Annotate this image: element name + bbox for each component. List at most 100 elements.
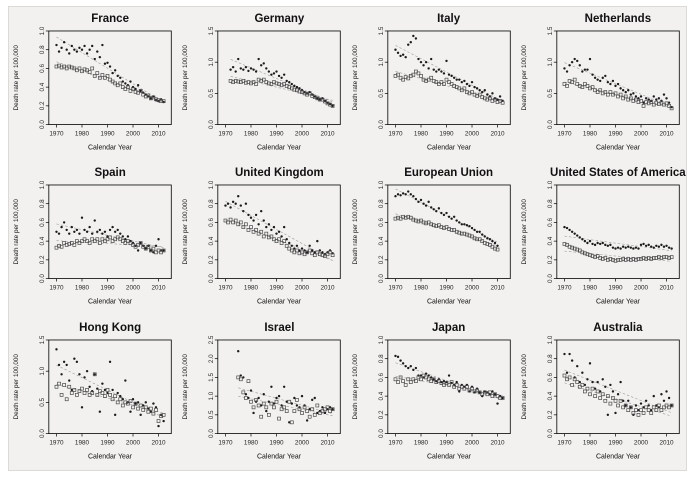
axis-ticks bbox=[553, 184, 667, 282]
svg-text:1.0: 1.0 bbox=[377, 57, 384, 66]
axis-ticks bbox=[384, 30, 498, 128]
chart-title: Australia bbox=[593, 321, 643, 334]
series1-points bbox=[224, 195, 335, 256]
series2-points bbox=[562, 373, 674, 417]
svg-text:2010: 2010 bbox=[659, 439, 674, 446]
svg-text:Death rate per 100,000: Death rate per 100,000 bbox=[182, 45, 189, 111]
scatter-plot: 1970 1980 1990 2000 2010 0.0 0.5 1.0 1.5 Calendar… bbox=[13, 336, 172, 460]
svg-text:2.5: 2.5 bbox=[208, 336, 215, 344]
svg-text:2000: 2000 bbox=[126, 439, 141, 446]
series2-points bbox=[54, 63, 166, 103]
svg-text:1970: 1970 bbox=[49, 285, 64, 292]
svg-text:2010: 2010 bbox=[321, 130, 336, 137]
chart-title: United States of America bbox=[550, 167, 686, 180]
tick-labels: 1970 1980 1990 2000 2010 0.0 0.2 0.4 0.6 0.8 1.0 bbox=[547, 181, 674, 292]
svg-text:0.6: 0.6 bbox=[377, 372, 384, 381]
svg-text:1.0: 1.0 bbox=[547, 57, 554, 66]
svg-text:0.2: 0.2 bbox=[547, 255, 554, 264]
svg-text:2.0: 2.0 bbox=[208, 353, 215, 362]
chart-panel-hong-kong: Hong Kong 1970 1980 1990 2000 2010 0.0 0.5 1.0 1… bbox=[9, 316, 178, 470]
series2-points bbox=[228, 77, 335, 108]
chart-title: Spain bbox=[94, 167, 126, 180]
axis-ticks bbox=[215, 184, 329, 282]
axis-ticks bbox=[215, 339, 329, 437]
svg-text:Calendar Year: Calendar Year bbox=[596, 144, 641, 151]
svg-text:1980: 1980 bbox=[583, 439, 598, 446]
axis-titles: Calendar Year Death rate per 100,000 bbox=[182, 199, 302, 306]
svg-text:1990: 1990 bbox=[270, 439, 285, 446]
plot-box bbox=[386, 184, 511, 280]
svg-text:1970: 1970 bbox=[388, 439, 403, 446]
svg-text:0.8: 0.8 bbox=[377, 199, 384, 208]
svg-text:1990: 1990 bbox=[270, 285, 285, 292]
scatter-plot: 1970 1980 1990 2000 2010 0.0 0.2 0.4 0.6 0.8 1.0 Ca… bbox=[351, 181, 511, 306]
axis-ticks bbox=[384, 339, 498, 437]
svg-text:Calendar Year: Calendar Year bbox=[427, 453, 472, 460]
svg-text:2010: 2010 bbox=[490, 130, 505, 137]
svg-text:1.0: 1.0 bbox=[39, 366, 46, 375]
svg-text:1.0: 1.0 bbox=[39, 27, 46, 35]
axis-titles: Calendar Year Death rate per 100,000 bbox=[351, 45, 471, 152]
svg-text:Death rate per 100,000: Death rate per 100,000 bbox=[13, 45, 20, 111]
svg-text:1990: 1990 bbox=[439, 130, 454, 137]
tick-labels: 1970 1980 1990 2000 2010 0.0 0.2 0.4 0.6 0.8 1.0 bbox=[377, 336, 504, 447]
svg-text:0.0: 0.0 bbox=[547, 428, 554, 437]
chart-title: France bbox=[91, 13, 129, 25]
tick-labels: 1970 1980 1990 2000 2010 0.0 0.2 0.4 0.6 0.8 1.0 bbox=[39, 27, 166, 138]
series2-points bbox=[393, 69, 504, 105]
chart-panel-united-states: United States of America 1970 1980 1990 200… bbox=[517, 161, 686, 315]
svg-text:1.0: 1.0 bbox=[547, 181, 554, 189]
svg-text:2010: 2010 bbox=[490, 439, 505, 446]
svg-text:1.0: 1.0 bbox=[377, 336, 384, 344]
svg-text:0.0: 0.0 bbox=[547, 274, 554, 283]
svg-text:0.4: 0.4 bbox=[547, 237, 554, 246]
svg-text:Calendar Year: Calendar Year bbox=[596, 453, 641, 460]
svg-text:1.0: 1.0 bbox=[39, 181, 46, 189]
svg-text:0.0: 0.0 bbox=[377, 120, 384, 129]
scatter-plot: 1970 1980 1990 2000 2010 0.0 0.2 0.4 0.6 0.8 1.0 Ca… bbox=[521, 181, 680, 306]
svg-text:0.4: 0.4 bbox=[547, 391, 554, 400]
tick-labels: 1970 1980 1990 2000 2010 0.0 0.2 0.4 0.6 0.8 1.0 bbox=[547, 336, 674, 447]
chart-panel-italy: Italy 1970 1980 1990 2000 2010 0.0 0.5 1.0 1.5 Ca… bbox=[348, 7, 517, 161]
tick-labels: 1970 1980 1990 2000 2010 0.0 0.5 1.0 1.5 bbox=[547, 27, 674, 138]
svg-text:Calendar Year: Calendar Year bbox=[427, 299, 472, 306]
series2-points bbox=[223, 218, 335, 259]
axis-titles: Calendar Year Death rate per 100,000 bbox=[521, 199, 641, 306]
scatter-plot: 1970 1980 1990 2000 2010 0.0 0.5 1.0 1.5 Calendar… bbox=[521, 27, 680, 151]
svg-text:0.0: 0.0 bbox=[39, 428, 46, 437]
chart-panel-spain: Spain 1970 1980 1990 2000 2010 0.0 0.2 0.4 0.6 0.… bbox=[9, 161, 178, 315]
svg-text:2000: 2000 bbox=[295, 285, 310, 292]
svg-text:0.0: 0.0 bbox=[547, 120, 554, 129]
svg-text:1.0: 1.0 bbox=[208, 57, 215, 66]
svg-text:1980: 1980 bbox=[75, 285, 90, 292]
svg-text:2000: 2000 bbox=[464, 439, 479, 446]
chart-title: Israel bbox=[264, 321, 295, 334]
svg-text:0.0: 0.0 bbox=[39, 274, 46, 283]
trend-lines bbox=[394, 362, 503, 400]
plot-box bbox=[48, 184, 172, 280]
svg-text:Calendar Year: Calendar Year bbox=[257, 299, 302, 306]
axis-titles: Calendar Year Death rate per 100,000 bbox=[13, 353, 133, 460]
plot-box bbox=[556, 184, 680, 280]
svg-text:Calendar Year: Calendar Year bbox=[257, 144, 302, 151]
plot-box bbox=[556, 30, 680, 125]
trend-lines bbox=[230, 59, 333, 103]
tick-labels: 1970 1980 1990 2000 2010 0.0 0.5 1.0 1.5 bbox=[377, 27, 504, 138]
svg-text:0.4: 0.4 bbox=[208, 237, 215, 246]
svg-text:1990: 1990 bbox=[100, 439, 115, 446]
svg-text:1990: 1990 bbox=[100, 130, 115, 137]
svg-text:0.2: 0.2 bbox=[377, 410, 384, 419]
axis-titles: Calendar Year Death rate per 100,000 bbox=[13, 199, 133, 306]
svg-text:0.4: 0.4 bbox=[39, 237, 46, 246]
svg-text:1980: 1980 bbox=[244, 130, 259, 137]
chart-panel-israel: Israel 1970 1980 1990 2000 2010 0.0 0.5 1.0 1.5 2… bbox=[178, 316, 347, 470]
plot-box bbox=[217, 339, 341, 434]
svg-text:Calendar Year: Calendar Year bbox=[88, 144, 133, 151]
svg-text:1980: 1980 bbox=[413, 439, 428, 446]
tick-labels: 1970 1980 1990 2000 2010 0.0 0.5 1.0 1.5 2.0 2.5 bbox=[208, 336, 335, 447]
svg-text:0.4: 0.4 bbox=[377, 391, 384, 400]
series1-points bbox=[55, 216, 165, 254]
svg-text:1990: 1990 bbox=[100, 285, 115, 292]
svg-text:0.6: 0.6 bbox=[39, 63, 46, 72]
svg-text:0.8: 0.8 bbox=[39, 199, 46, 208]
